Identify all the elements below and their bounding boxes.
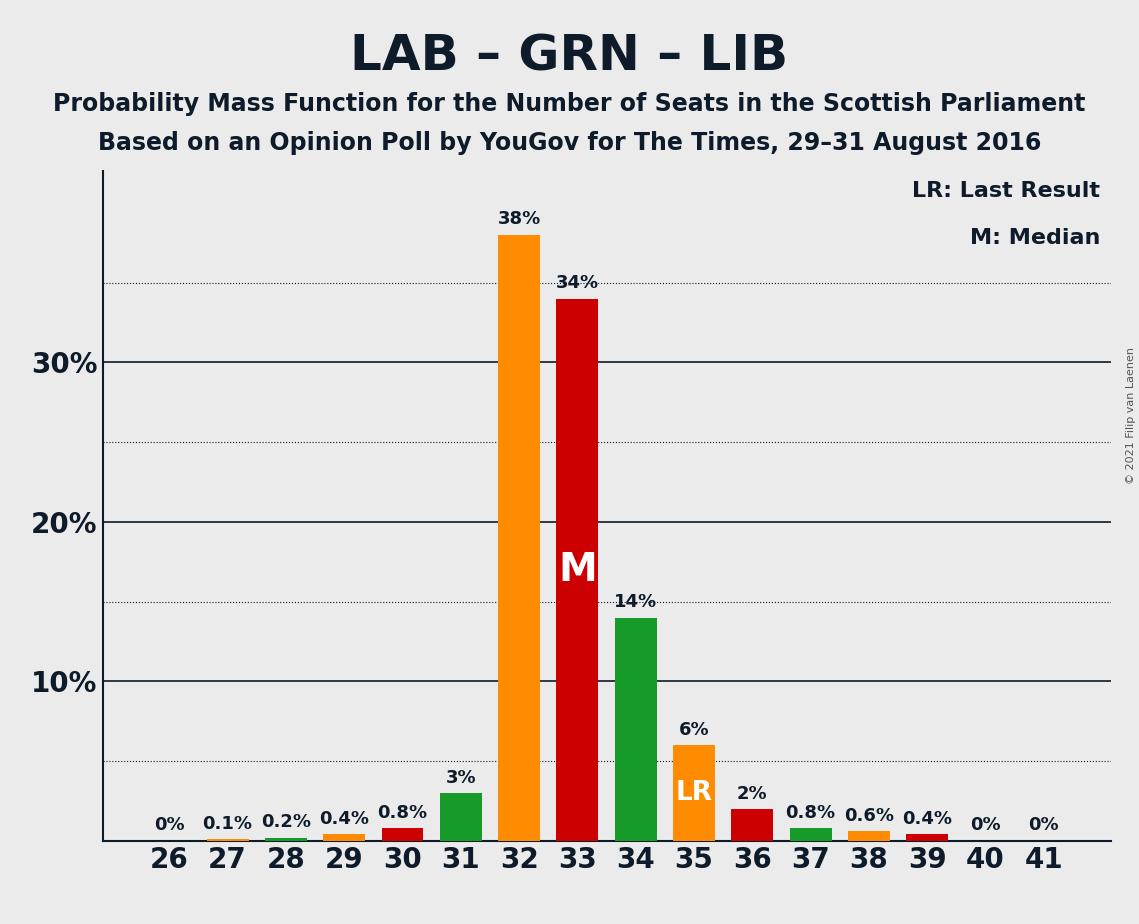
Bar xyxy=(789,828,831,841)
Bar xyxy=(847,832,890,841)
Bar xyxy=(265,838,306,841)
Text: 0.1%: 0.1% xyxy=(203,815,253,833)
Bar xyxy=(907,834,948,841)
Bar xyxy=(731,808,773,841)
Text: 0%: 0% xyxy=(1029,817,1059,834)
Bar xyxy=(206,839,248,841)
Text: 0.4%: 0.4% xyxy=(902,810,952,828)
Bar xyxy=(556,298,598,841)
Text: 38%: 38% xyxy=(498,211,541,228)
Text: M: Median: M: Median xyxy=(970,228,1100,248)
Text: 3%: 3% xyxy=(445,769,476,786)
Text: LAB – GRN – LIB: LAB – GRN – LIB xyxy=(351,32,788,80)
Text: Based on an Opinion Poll by YouGov for The Times, 29–31 August 2016: Based on an Opinion Poll by YouGov for T… xyxy=(98,131,1041,155)
Bar xyxy=(382,828,424,841)
Text: LR: LR xyxy=(675,780,713,806)
Text: 0.4%: 0.4% xyxy=(319,810,369,828)
Text: 0.8%: 0.8% xyxy=(377,804,427,821)
Bar xyxy=(323,834,366,841)
Text: Probability Mass Function for the Number of Seats in the Scottish Parliament: Probability Mass Function for the Number… xyxy=(54,92,1085,116)
Text: 0%: 0% xyxy=(154,817,185,834)
Text: 14%: 14% xyxy=(614,593,657,611)
Text: 0.8%: 0.8% xyxy=(786,804,836,821)
Bar xyxy=(498,235,540,841)
Bar xyxy=(440,793,482,841)
Text: © 2021 Filip van Laenen: © 2021 Filip van Laenen xyxy=(1126,347,1136,484)
Text: 34%: 34% xyxy=(556,274,599,292)
Text: 0.2%: 0.2% xyxy=(261,813,311,832)
Text: 2%: 2% xyxy=(737,784,768,803)
Text: 6%: 6% xyxy=(679,721,710,739)
Bar xyxy=(673,745,715,841)
Text: 0%: 0% xyxy=(970,817,1001,834)
Text: 0.6%: 0.6% xyxy=(844,807,894,825)
Text: LR: Last Result: LR: Last Result xyxy=(912,181,1100,201)
Bar xyxy=(615,617,657,841)
Text: M: M xyxy=(558,551,597,589)
